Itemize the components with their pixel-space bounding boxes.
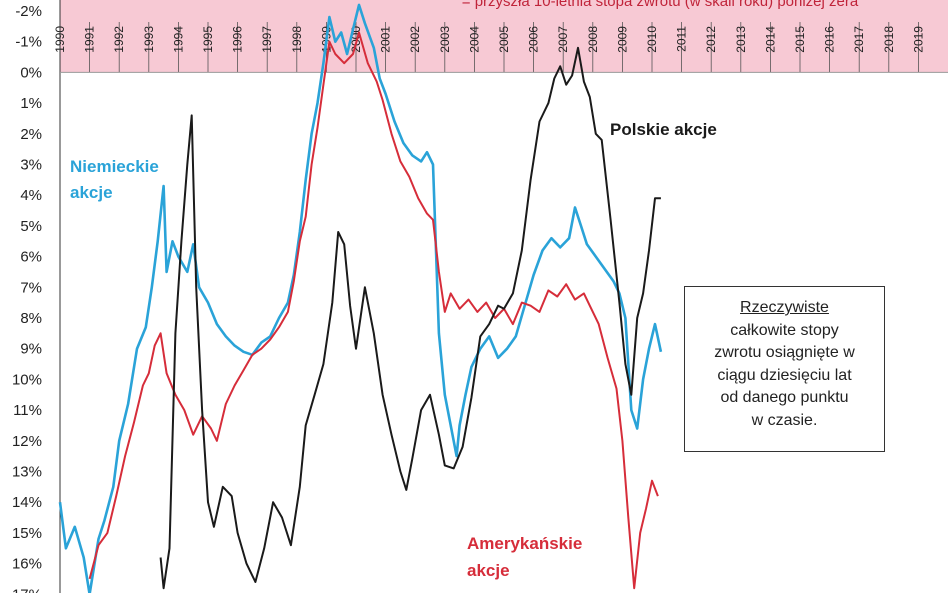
x-tick-label: 1991	[83, 26, 97, 53]
y-tick-label: 12%	[12, 433, 42, 450]
series-label-de-2: akcje	[70, 183, 113, 202]
x-tick-label: 2004	[467, 26, 481, 53]
y-tick-label: 8%	[20, 310, 42, 327]
x-tick-label: 2006	[527, 26, 541, 53]
x-tick-label: 2002	[408, 26, 422, 53]
y-tick-label: 14%	[12, 494, 42, 511]
x-tick-label: 2013	[734, 26, 748, 53]
x-tick-label: 2008	[586, 26, 600, 53]
series-label-pl: Polskie akcje	[610, 120, 717, 139]
x-tick-label: 2019	[911, 26, 925, 53]
x-tick-label: 1997	[260, 26, 274, 53]
series-label-us-1: Amerykańskie	[467, 534, 582, 553]
annotation-line: od danego punktu	[720, 389, 849, 406]
y-axis: -2% -1% 0% 1% 2% 3% 4% 5% 6% 7% 8% 9% 10% 11% 12% 13% 14…	[12, 3, 42, 593]
y-tick-label: 13%	[12, 464, 42, 481]
x-tick-label: 2007	[556, 26, 570, 53]
y-tick-label: 4%	[20, 187, 42, 204]
y-tick-label: 7%	[20, 279, 42, 296]
y-tick-label: 1%	[20, 95, 42, 112]
series-line-niemieckie	[58, 3, 663, 593]
y-tick-label: 0%	[20, 64, 42, 81]
x-tick-label: 1998	[290, 26, 304, 53]
x-tick-label: 2017	[852, 26, 866, 53]
series-group	[58, 3, 663, 593]
x-tick-label: 2010	[645, 26, 659, 53]
y-tick-label: 3%	[20, 157, 42, 174]
x-tick-label: 2001	[379, 26, 393, 53]
x-tick-label: 1992	[112, 26, 126, 53]
y-tick-label: 17%	[12, 586, 42, 593]
y-tick-label: 5%	[20, 218, 42, 235]
series-label-de-1: Niemieckie	[70, 157, 159, 176]
annotation-line: ciągu dziesięciu lat	[717, 366, 852, 384]
series-label-us-2: akcje	[467, 561, 510, 580]
annotation-line: całkowite stopy	[730, 321, 839, 339]
y-tick-label: 16%	[12, 556, 42, 573]
x-tick-label: 2003	[438, 26, 452, 53]
y-tick-label: -2%	[15, 3, 42, 20]
x-tick-label: 2009	[615, 26, 629, 53]
x-tick-label: 2005	[497, 26, 511, 53]
y-tick-label: -1%	[15, 34, 42, 51]
annotation-heading: Rzeczywiste	[740, 299, 829, 316]
x-tick-label: 2011	[675, 26, 689, 52]
x-tick-label: 2012	[704, 26, 718, 53]
y-tick-label: 10%	[12, 371, 42, 388]
y-tick-label: 6%	[20, 249, 42, 266]
y-tick-label: 2%	[20, 126, 42, 143]
x-tick-label: 2014	[763, 26, 777, 53]
series-labels: Niemieckie akcje Polskie akcje Amerykańs…	[70, 120, 717, 580]
x-tick-label: 2018	[882, 26, 896, 53]
x-tick-label: 1995	[201, 26, 215, 53]
x-tick-label: 2016	[823, 26, 837, 53]
series-line-polskie	[159, 46, 661, 590]
annotation-line: zwrotu osiągnięte w	[714, 344, 855, 361]
series-line-amerykanskie	[88, 31, 659, 590]
y-tick-label: 11%	[13, 402, 42, 419]
y-tick-label: 15%	[12, 525, 42, 542]
x-tick-label: 1996	[231, 26, 245, 53]
annotation-box: Rzeczywiste całkowite stopy zwrotu osiąg…	[684, 286, 885, 452]
x-axis: 1990 1991 1992 1993 1994 1995 1996 1997 1998 1999…	[53, 22, 925, 73]
top-note: = przyszła 10-letnia stopa zwrotu (w ska…	[462, 0, 859, 10]
y-tick-label: 9%	[20, 341, 42, 358]
x-tick-label: 1994	[171, 26, 185, 53]
x-tick-label: 2015	[793, 26, 807, 53]
x-tick-label: 1993	[142, 26, 156, 53]
annotation-line: w czasie.	[751, 411, 818, 429]
